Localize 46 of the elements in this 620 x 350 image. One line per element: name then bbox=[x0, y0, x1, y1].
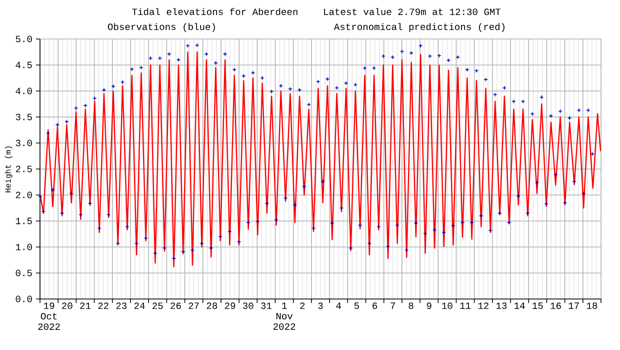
text: Observations (blue) bbox=[108, 23, 215, 32]
x-tick-label: 13 bbox=[496, 302, 507, 310]
y-tick-label: 5.0 bbox=[16, 36, 32, 42]
x-tick-label: 19 Oct 2022 bbox=[38, 302, 60, 330]
x-tick-label: 18 bbox=[586, 302, 598, 310]
x-tick-label: 30 bbox=[242, 302, 254, 310]
x-tick-label: 22 bbox=[98, 302, 108, 309]
y-tick-label: 3.0 bbox=[16, 140, 32, 146]
text: Latest value 2.79m at 12:30 GMT bbox=[324, 8, 501, 16]
y-tick-label: 4.5 bbox=[16, 62, 32, 68]
x-tick-label: 1 Nov 2022 bbox=[274, 302, 296, 330]
x-tick-label: 28 bbox=[206, 302, 218, 310]
x-tick-label: 27 bbox=[188, 302, 199, 309]
x-tick-label: 12 bbox=[478, 302, 488, 309]
x-tick-label: 31 bbox=[261, 302, 272, 310]
x-tick-label: 9 bbox=[426, 302, 432, 310]
x-tick-label: 4 bbox=[336, 302, 341, 309]
x-tick-label: 15 bbox=[532, 302, 543, 309]
y-tick-label: 1.0 bbox=[16, 244, 32, 250]
y-tick-label: 0.0 bbox=[16, 296, 32, 302]
x-tick-label: 2 bbox=[300, 302, 305, 309]
x-tick-label: 16 bbox=[550, 302, 561, 310]
x-tick-label: 6 bbox=[372, 302, 378, 310]
x-tick-label: 24 bbox=[134, 302, 145, 309]
x-tick-label: 11 bbox=[460, 302, 471, 309]
x-tick-label: 20 bbox=[62, 302, 72, 310]
x-tick-label: 3 bbox=[318, 302, 323, 310]
x-tick-label: 14 bbox=[514, 302, 525, 309]
y-tick-label: 2.0 bbox=[16, 192, 32, 198]
x-tick-label: 17 bbox=[568, 302, 579, 309]
chart-title: Tidal elevations for Aberdeen bbox=[132, 8, 298, 16]
y-tick-label: 0.5 bbox=[16, 270, 32, 276]
y-tick-label: 4.0 bbox=[16, 88, 32, 94]
text: Astronomical predictions (red) bbox=[334, 23, 504, 32]
x-tick-label: 23 bbox=[116, 302, 127, 310]
x-tick-label: 25 bbox=[152, 302, 163, 310]
x-tick-label: 10 bbox=[442, 302, 452, 310]
y-tick-label: 2.5 bbox=[16, 166, 32, 172]
y-tick-label: 1.5 bbox=[16, 218, 32, 224]
x-tick-label: 21 bbox=[80, 302, 91, 309]
x-tick-label: 26 bbox=[170, 302, 181, 310]
x-tick-label: 29 bbox=[224, 302, 236, 310]
x-tick-label: 7 bbox=[390, 302, 396, 309]
x-tick-label: 5 bbox=[354, 302, 359, 309]
y-tick-label: 3.5 bbox=[16, 114, 32, 120]
x-tick-label: 8 bbox=[408, 302, 414, 310]
